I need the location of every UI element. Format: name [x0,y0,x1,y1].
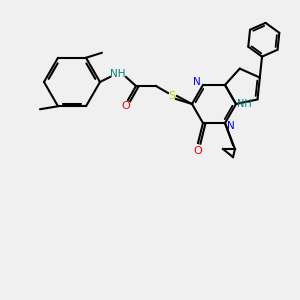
Text: O: O [122,101,130,111]
Text: O: O [194,146,202,156]
Text: NH: NH [237,99,251,109]
Text: N: N [193,77,201,87]
Text: NH: NH [110,69,126,79]
Text: S: S [168,91,175,101]
Text: N: N [227,121,235,131]
